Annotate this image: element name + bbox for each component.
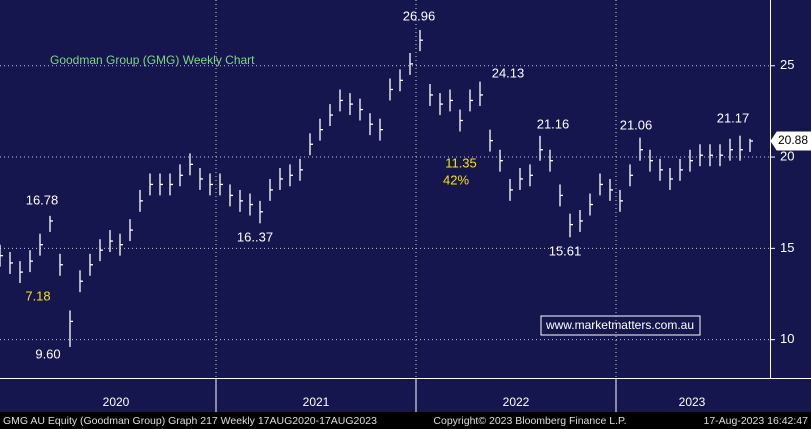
annotation: 21.06 [620, 117, 653, 132]
x-tick-label: 2021 [303, 395, 330, 409]
footer-left: GMG AU Equity (Goodman Group) Graph 217 … [3, 415, 377, 427]
x-tick-label: 2020 [103, 395, 130, 409]
watermark-box [540, 315, 701, 336]
footer-band [0, 412, 811, 429]
last-value-flag [770, 131, 811, 151]
annotation: 15.61 [549, 243, 582, 258]
annotation: 11.35 [445, 155, 477, 170]
annotation: 24.13 [492, 65, 525, 80]
annotation: 21.16 [537, 116, 570, 131]
x-tick-label: 2022 [503, 395, 530, 409]
y-tick-label: 20 [780, 148, 794, 163]
chart-title: Goodman Group (GMG) Weekly Chart [50, 53, 255, 67]
y-tick-label: 15 [780, 240, 794, 255]
annotation: 7.18 [25, 288, 50, 303]
background [0, 0, 811, 412]
annotation: 16..37 [237, 229, 273, 244]
watermark: www.marketmatters.com.au [545, 318, 694, 332]
footer-right: 17-Aug-2023 16:42:47 [703, 415, 808, 427]
annotation: 16.78 [26, 192, 59, 207]
y-tick-label: 25 [780, 57, 794, 72]
annotation: 9.60 [35, 346, 60, 361]
footer-center: Copyright© 2023 Bloomberg Finance L.P. [433, 415, 626, 427]
annotation: 21.17 [717, 110, 750, 125]
annotation: 26.96 [403, 8, 436, 23]
x-tick-label: 2023 [679, 395, 706, 409]
y-tick-label: 10 [780, 331, 794, 346]
annotation: 42% [443, 172, 469, 187]
last-value-label: 20.88 [778, 133, 808, 147]
